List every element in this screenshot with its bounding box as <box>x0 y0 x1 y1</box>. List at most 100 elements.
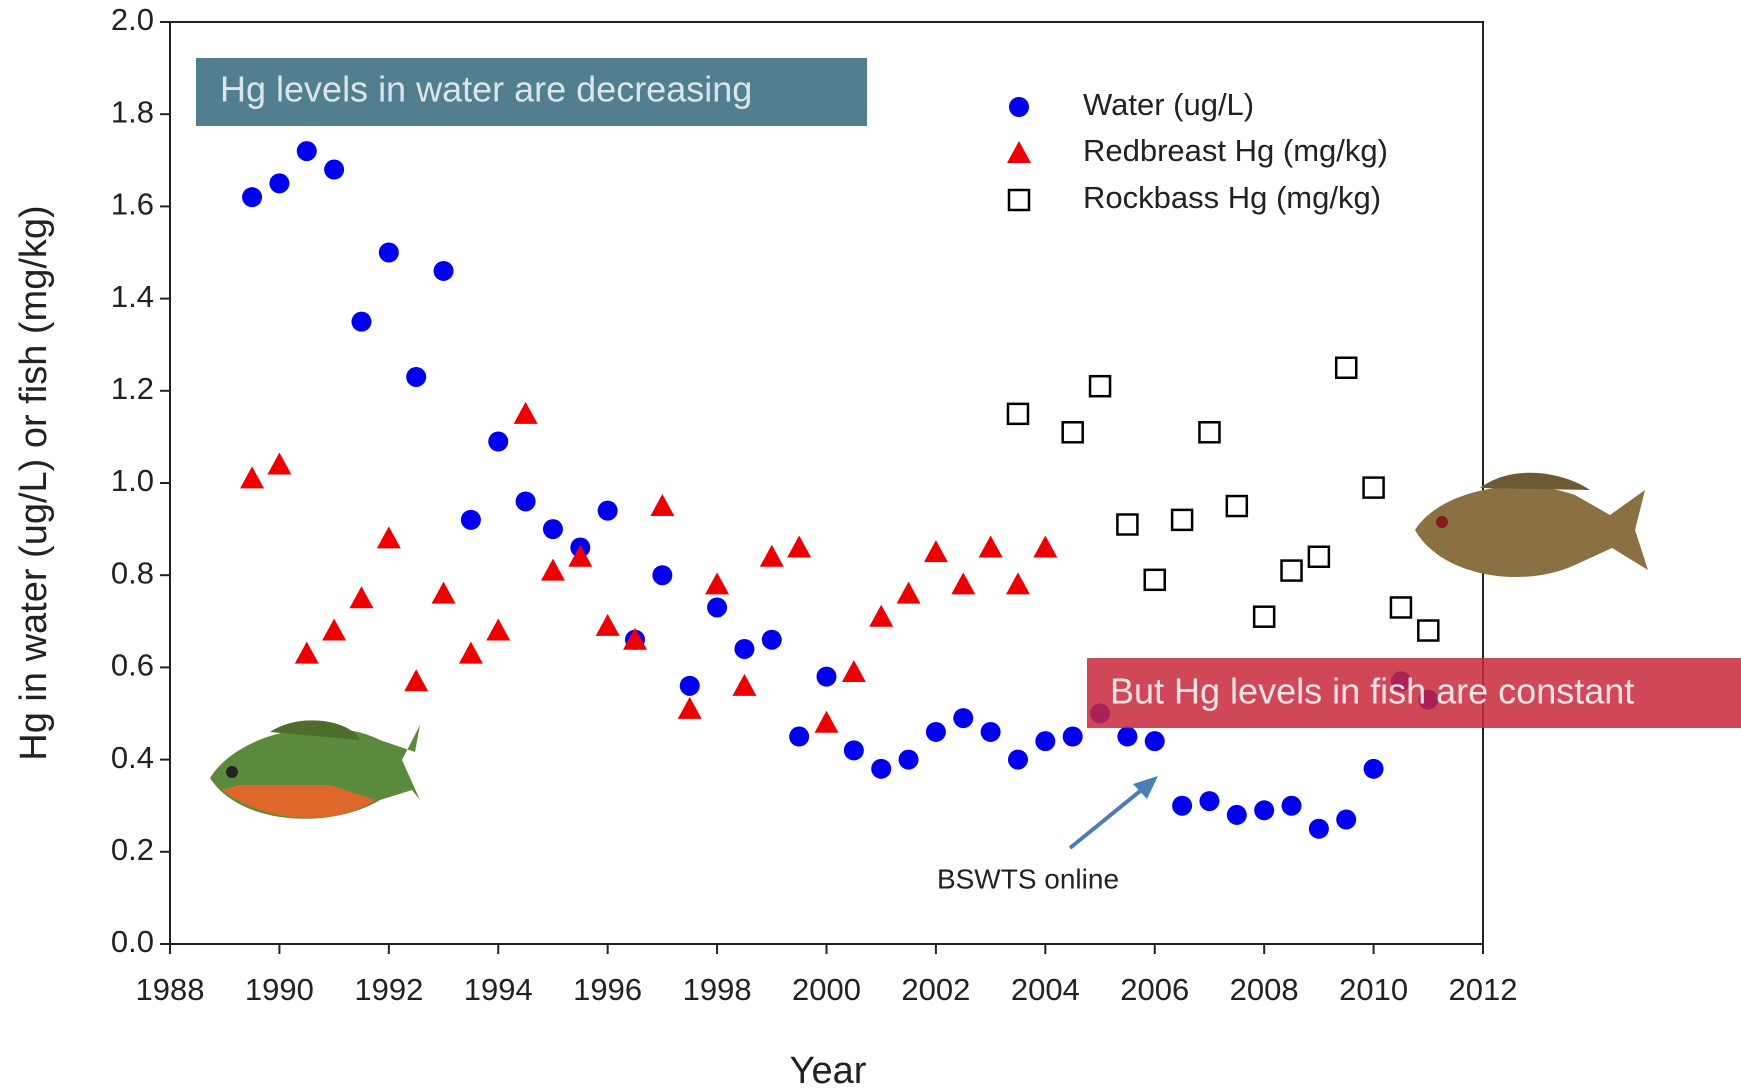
point <box>1172 796 1192 816</box>
x-tick-label: 1994 <box>464 972 533 1007</box>
point <box>789 727 809 747</box>
point <box>1309 819 1329 839</box>
point <box>516 491 536 511</box>
legend-label: Water (ug/L) <box>1083 87 1254 122</box>
point <box>979 536 1003 558</box>
x-tick-label: 1990 <box>245 972 314 1007</box>
point <box>351 312 371 332</box>
point <box>762 630 782 650</box>
y-tick-label: 1.4 <box>111 279 154 314</box>
point <box>240 466 264 488</box>
point <box>1063 727 1083 747</box>
point <box>1008 404 1028 424</box>
point <box>1364 759 1384 779</box>
legend-label: Redbreast Hg (mg/kg) <box>1083 133 1388 168</box>
y-axis-title: Hg in water (ug/L) or fish (mg/kg) <box>13 205 55 760</box>
point <box>869 605 893 627</box>
point <box>1227 805 1247 825</box>
point <box>1391 597 1411 617</box>
point <box>322 619 346 641</box>
point <box>760 545 784 567</box>
point <box>1282 561 1302 581</box>
point <box>815 711 839 733</box>
point <box>1117 514 1137 534</box>
y-tick-label: 0.6 <box>111 648 154 683</box>
x-axis-title: Year <box>790 1050 867 1092</box>
legend-marker <box>1009 97 1029 117</box>
point <box>1364 478 1384 498</box>
point <box>1282 796 1302 816</box>
point <box>377 526 401 548</box>
point <box>1006 572 1030 594</box>
x-tick-label: 2002 <box>901 972 970 1007</box>
point <box>406 367 426 387</box>
point <box>269 173 289 193</box>
x-tick-label: 1992 <box>354 972 423 1007</box>
x-tick-label: 2010 <box>1339 972 1408 1007</box>
point <box>379 243 399 263</box>
point <box>707 597 727 617</box>
point <box>541 559 565 581</box>
point <box>459 642 483 664</box>
point <box>1172 510 1192 530</box>
point <box>899 750 919 770</box>
bluegill-illustration <box>210 720 420 818</box>
annotation: Hg levels in water are decreasing <box>220 69 752 110</box>
point <box>1063 422 1083 442</box>
point <box>1199 791 1219 811</box>
point <box>1336 358 1356 378</box>
point <box>297 141 317 161</box>
annotation: But Hg levels in fish are constant <box>1110 671 1634 712</box>
point <box>732 674 756 696</box>
y-tick-label: 1.6 <box>111 187 154 222</box>
point <box>543 519 563 539</box>
x-tick-label: 1988 <box>136 972 205 1007</box>
legend-label: Rockbass Hg (mg/kg) <box>1083 180 1381 215</box>
point <box>1145 570 1165 590</box>
point <box>981 722 1001 742</box>
point <box>1309 547 1329 567</box>
point <box>596 614 620 636</box>
x-tick-label: 2000 <box>792 972 861 1007</box>
point <box>598 501 618 521</box>
point <box>1254 607 1274 627</box>
y-tick-label: 1.0 <box>111 463 154 498</box>
point <box>295 642 319 664</box>
point <box>871 759 891 779</box>
legend-marker <box>1007 141 1031 163</box>
point <box>1227 496 1247 516</box>
y-tick-label: 1.2 <box>111 371 154 406</box>
point <box>432 582 456 604</box>
point <box>953 708 973 728</box>
point <box>267 453 291 475</box>
point <box>1254 800 1274 820</box>
y-tick-label: 1.8 <box>111 94 154 129</box>
y-tick-label: 0.8 <box>111 555 154 590</box>
point <box>1145 731 1165 751</box>
point <box>486 619 510 641</box>
point <box>324 160 344 180</box>
point <box>787 536 811 558</box>
point <box>842 660 866 682</box>
x-tick-label: 2012 <box>1449 972 1518 1007</box>
point <box>652 565 672 585</box>
point <box>1008 750 1028 770</box>
point <box>1199 422 1219 442</box>
point <box>1117 727 1137 747</box>
point <box>1033 536 1057 558</box>
point <box>242 187 262 207</box>
y-tick-label: 0.2 <box>111 832 154 867</box>
point <box>844 740 864 760</box>
point <box>926 722 946 742</box>
x-tick-label: 1996 <box>573 972 642 1007</box>
annotation: BSWTS online <box>937 863 1119 894</box>
point <box>1336 810 1356 830</box>
legend-marker <box>1009 190 1029 210</box>
chart: Hg levels in water are decreasing But Hg… <box>0 0 1741 1092</box>
y-tick-label: 0.0 <box>111 924 154 959</box>
annotation-arrow <box>1070 783 1150 848</box>
point <box>1035 731 1055 751</box>
point <box>349 586 373 608</box>
y-tick-label: 2.0 <box>111 2 154 37</box>
point <box>924 540 948 562</box>
